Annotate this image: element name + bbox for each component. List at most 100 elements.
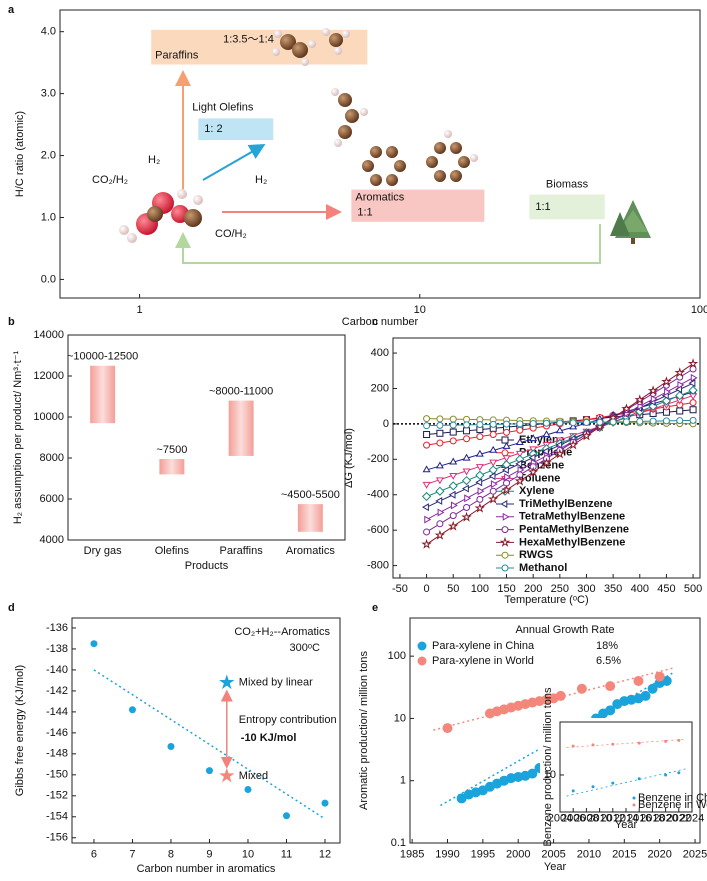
data-point <box>461 484 469 493</box>
data-point <box>435 486 445 496</box>
y-tick-label: -146 <box>46 727 68 739</box>
y-axis-label: Benzene production/ million tons <box>542 687 554 846</box>
data-point <box>321 799 329 807</box>
data-point <box>502 455 511 463</box>
x-tick-label: 2025 <box>683 848 707 860</box>
legend-label: Para-xylene in World <box>432 655 534 667</box>
data-point <box>475 470 485 480</box>
atom <box>334 47 342 55</box>
x-tick-label: 2014 <box>614 812 638 824</box>
atom <box>394 160 406 172</box>
chart-title: CO₂+H₂--Aromatics <box>234 626 330 638</box>
co-molecule <box>171 189 203 227</box>
trend-line <box>433 667 675 731</box>
data-point <box>688 385 698 395</box>
y-tick-label: -156 <box>46 832 68 844</box>
legend-label: PentaMethylBenzene <box>519 524 629 536</box>
x-tick-label: 2012 <box>601 812 625 824</box>
region-box <box>351 189 485 222</box>
plot-frame <box>392 337 701 579</box>
x-tick-label: 2010 <box>577 848 601 860</box>
region-name: Aromatics <box>355 192 404 204</box>
chart-subtitle: 300ᵒC <box>290 642 321 654</box>
data-point <box>569 419 577 427</box>
atom <box>292 42 308 58</box>
data-point <box>449 437 457 445</box>
x-tick-label: -50 <box>392 583 408 595</box>
x-tick-label: 400 <box>631 583 649 595</box>
atom <box>274 30 282 38</box>
data-point <box>488 465 498 475</box>
data-point <box>636 417 644 425</box>
atom <box>450 170 462 182</box>
y-tick-label: -154 <box>46 811 68 823</box>
legend-marker <box>499 536 511 547</box>
data-point <box>647 683 658 694</box>
data-point <box>474 502 486 513</box>
y-tick-label: -144 <box>46 706 68 718</box>
data-point <box>661 376 672 387</box>
data-point <box>662 417 670 425</box>
y-tick-label: 0 <box>383 418 389 430</box>
y-tick-label: -152 <box>46 790 68 802</box>
atom <box>119 225 129 235</box>
data-point <box>423 422 431 430</box>
atom <box>386 174 398 186</box>
legend-label: Methanol <box>519 562 567 574</box>
data-point <box>450 501 458 510</box>
y-tick-label: 1.0 <box>41 211 56 223</box>
panel-letter: e <box>372 602 378 614</box>
atom <box>458 156 470 168</box>
inset-background <box>540 718 696 832</box>
arrow <box>202 144 266 181</box>
data-point <box>637 777 641 781</box>
data-point <box>677 771 681 775</box>
data-point <box>447 520 459 531</box>
y-axis-label: Aromatic production/ million tons <box>358 651 370 810</box>
annotation: CO/H₂ <box>215 228 247 240</box>
data-point <box>490 480 498 489</box>
legend-value: 18% <box>596 640 618 652</box>
data-point <box>461 475 472 486</box>
data-point <box>674 367 685 378</box>
data-point <box>128 706 136 714</box>
trend-line <box>93 669 326 820</box>
data-point <box>424 515 432 524</box>
x-axis-label: Year <box>615 819 638 831</box>
value-label: ~8000-11000 <box>209 386 273 398</box>
data-point <box>634 394 646 405</box>
x-tick-label: 1995 <box>471 848 495 860</box>
y-tick-label: 4.0 <box>41 26 56 38</box>
x-tick-label: Aromatics <box>286 545 335 557</box>
data-point <box>515 459 523 468</box>
legend-marker <box>501 551 509 559</box>
data-point <box>449 415 457 423</box>
paraffin-molecules <box>272 28 350 66</box>
y-tick-label: -140 <box>46 664 68 676</box>
data-point <box>244 786 252 794</box>
data-point <box>556 419 564 427</box>
legend-marker <box>417 656 427 666</box>
data-point <box>476 495 484 503</box>
y-tick-label: 400 <box>371 347 389 359</box>
legend-label: Ethylene <box>519 434 565 446</box>
legend-value: 6.5% <box>596 655 621 667</box>
x-tick-label: 1 <box>137 304 143 316</box>
data-point <box>640 690 651 701</box>
data-point <box>463 427 471 435</box>
x-tick-label: 250 <box>551 583 569 595</box>
x-tick-label: 10 <box>414 304 426 316</box>
legend-label: TriMethylBenzene <box>519 498 613 510</box>
y-tick-label: 10 <box>394 712 406 724</box>
data-point <box>609 418 617 426</box>
y-tick-label: 14000 <box>33 329 64 341</box>
atom <box>331 88 339 96</box>
data-point <box>448 481 458 491</box>
x-tick-label: 500 <box>684 583 702 595</box>
data-point <box>664 739 668 743</box>
data-point <box>515 438 524 445</box>
data-point <box>489 487 497 495</box>
atom <box>193 195 203 205</box>
region-ratio: 1:1 <box>357 207 372 219</box>
y-tick-label: 0.1 <box>391 837 406 849</box>
